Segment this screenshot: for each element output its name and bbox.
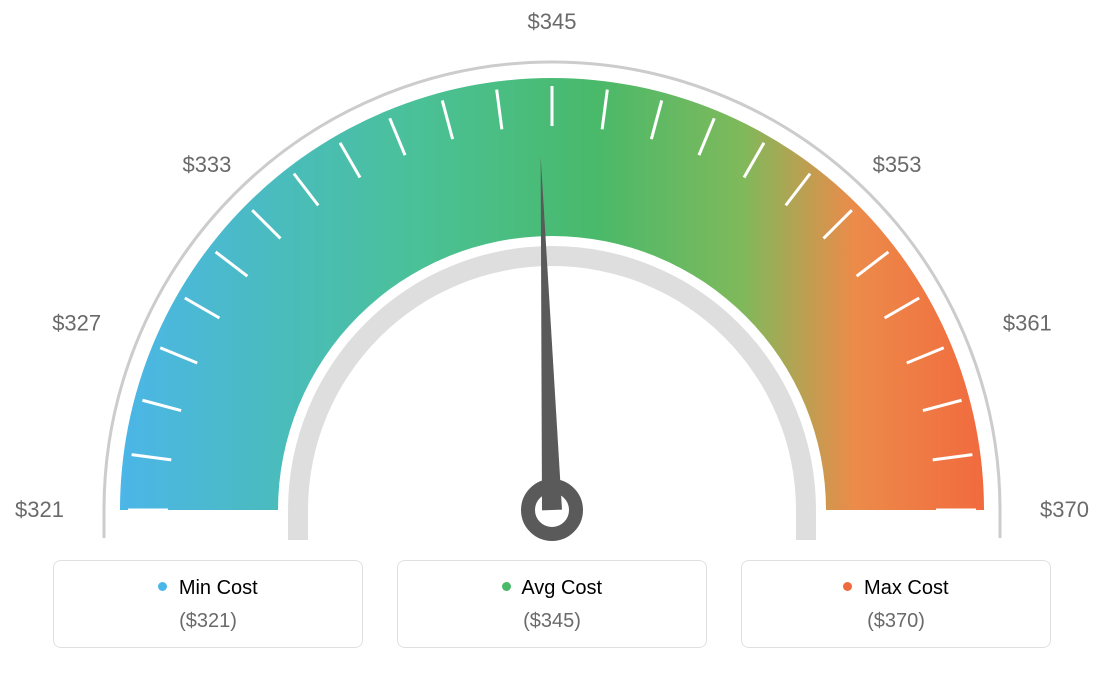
svg-text:$370: $370 (1040, 497, 1089, 522)
legend-value-min: ($321) (64, 610, 352, 633)
dot-max (843, 582, 852, 591)
legend-card-max: Max Cost ($370) (741, 560, 1051, 648)
legend-value-avg: ($345) (408, 610, 696, 633)
svg-text:$333: $333 (182, 152, 231, 177)
legend-value-max: ($370) (752, 610, 1040, 633)
svg-text:$327: $327 (52, 310, 101, 335)
svg-text:$353: $353 (873, 152, 922, 177)
legend-card-avg: Avg Cost ($345) (397, 560, 707, 648)
dot-avg (502, 582, 511, 591)
svg-text:$345: $345 (528, 9, 577, 34)
legend-label-min: Min Cost (179, 577, 258, 599)
svg-text:$321: $321 (15, 497, 64, 522)
legend-card-min: Min Cost ($321) (53, 560, 363, 648)
legend-label-max: Max Cost (864, 577, 948, 599)
cost-gauge: $321 $327 $333 $345 $353 $361 $370 (0, 0, 1104, 560)
dot-min (158, 582, 167, 591)
svg-text:$361: $361 (1003, 310, 1052, 335)
legend-row: Min Cost ($321) Avg Cost ($345) Max Cost… (0, 560, 1104, 648)
legend-label-avg: Avg Cost (521, 577, 602, 599)
